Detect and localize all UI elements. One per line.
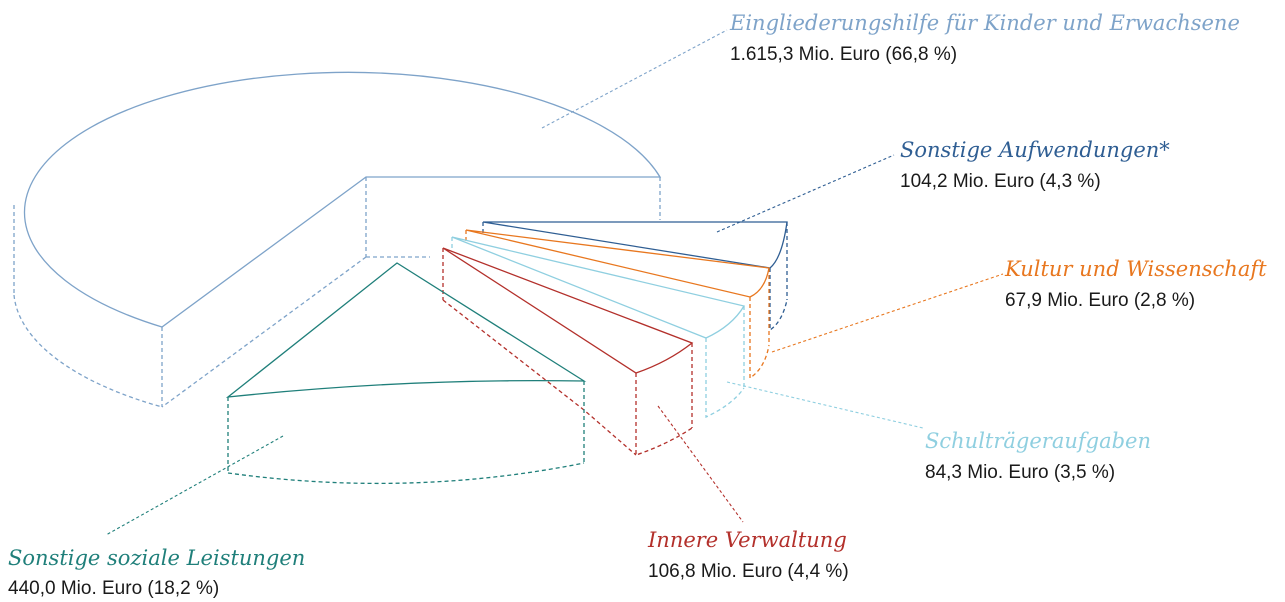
leader-line-kultur-wissenschaft <box>771 273 1004 353</box>
pie-slice-eingliederungshilfe <box>13 71 662 408</box>
pie-slice-schultraegeraufgaben <box>451 236 746 419</box>
value-schultraegeraufgaben: 84,3 Mio. Euro (3,5 %) <box>925 462 1115 483</box>
slice-kultur-wissenschaft-sides <box>465 230 770 380</box>
slice-eingliederungshilfe-top <box>23 71 662 328</box>
slice-schultraegeraufgaben-top <box>451 236 746 339</box>
pie-slice-sonstige-soziale-leistungen <box>225 262 587 485</box>
leader-line-sonstige-soziale-leistungen <box>105 435 284 536</box>
label-sonstige-soziale-leistungen: Sonstige soziale Leistungen <box>8 546 305 570</box>
value-sonstige-soziale-leistungen: 440,0 Mio. Euro (18,2 %) <box>8 578 219 599</box>
leader-line-eingliederungshilfe <box>541 29 728 129</box>
value-kultur-wissenschaft: 67,9 Mio. Euro (2,8 %) <box>1005 290 1195 311</box>
slice-innere-verwaltung-sides <box>442 248 693 456</box>
leader-line-sonstige-aufwendungen <box>716 154 895 233</box>
slice-kultur-wissenschaft-top <box>465 229 770 298</box>
slice-sonstige-soziale-leistungen-top <box>225 262 587 398</box>
value-eingliederungshilfe: 1.615,3 Mio. Euro (66,8 %) <box>730 44 957 65</box>
pie-slice-kultur-wissenschaft <box>465 229 770 380</box>
slice-schultraegeraufgaben-sides <box>451 237 745 419</box>
leader-lines <box>105 29 1004 536</box>
label-schultraegeraufgaben: Schulträgeraufgaben <box>925 429 1151 453</box>
pie-slice-innere-verwaltung <box>442 247 694 456</box>
slice-labels: Eingliederungshilfe für Kinder und Erwac… <box>8 11 1267 599</box>
leader-line-innere-verwaltung <box>657 405 744 523</box>
slice-eingliederungshilfe-sides <box>13 177 661 408</box>
label-kultur-wissenschaft: Kultur und Wissenschaft <box>1004 257 1267 281</box>
label-sonstige-aufwendungen: Sonstige Aufwendungen* <box>900 138 1170 162</box>
leader-line-schultraegeraufgaben <box>726 381 924 429</box>
slice-innere-verwaltung-top <box>442 247 694 374</box>
value-sonstige-aufwendungen: 104,2 Mio. Euro (4,3 %) <box>900 171 1101 192</box>
slice-sonstige-soziale-leistungen-sides <box>227 381 585 485</box>
value-innere-verwaltung: 106,8 Mio. Euro (4,4 %) <box>648 561 849 582</box>
pie-slice-sonstige-aufwendungen <box>482 221 788 332</box>
label-eingliederungshilfe: Eingliederungshilfe für Kinder und Erwac… <box>729 11 1240 35</box>
slice-sonstige-aufwendungen-sides <box>482 222 788 332</box>
label-innere-verwaltung: Innere Verwaltung <box>647 528 847 552</box>
